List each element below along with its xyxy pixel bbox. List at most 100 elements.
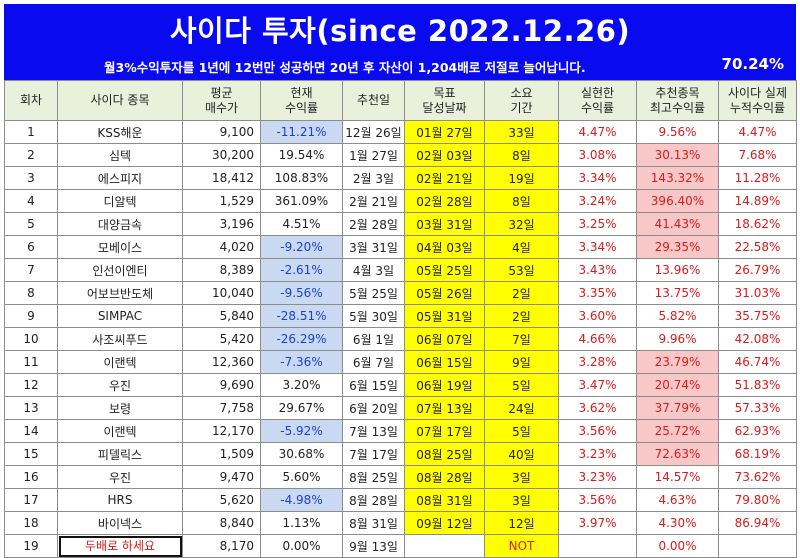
- cell-period[interactable]: 3일: [484, 488, 559, 512]
- cell-current-return[interactable]: 29.67%: [260, 396, 343, 420]
- cell-target-date[interactable]: 03월 31일: [404, 212, 485, 236]
- cell-round[interactable]: 8: [4, 281, 58, 305]
- cell-cumulative-return[interactable]: 68.19%: [718, 442, 797, 466]
- cell-stock-name[interactable]: 바이넥스: [57, 511, 183, 535]
- cell-period[interactable]: 2일: [484, 281, 559, 305]
- cell-stock-name[interactable]: 사조씨푸드: [57, 327, 183, 351]
- cell-round[interactable]: 15: [4, 442, 58, 466]
- column-header-rec-date[interactable]: 추천일: [342, 80, 405, 121]
- cell-target-date[interactable]: 08월 31일: [404, 488, 485, 512]
- cell-cumulative-return[interactable]: 18.62%: [718, 212, 797, 236]
- table-row[interactable]: 17 HRS 5,620 -4.98% 8월 28일 08월 31일 3일 3.56% 4.63…: [4, 488, 797, 512]
- cell-current-return[interactable]: 19.54%: [260, 143, 343, 167]
- cell-realized-return[interactable]: [558, 534, 637, 558]
- cell-round[interactable]: 12: [4, 373, 58, 397]
- cell-avg-price[interactable]: 4,020: [182, 235, 261, 259]
- cell-cumulative-return[interactable]: 31.03%: [718, 281, 797, 305]
- cell-target-date[interactable]: 04월 03일: [404, 235, 485, 259]
- cell-best-return[interactable]: 29.35%: [636, 235, 719, 259]
- cell-best-return[interactable]: 4.30%: [636, 511, 719, 535]
- table-row[interactable]: 14 이랜텍 12,170 -5.92% 7월 13일 07월 17일 5일 3.56% 25.…: [4, 419, 797, 443]
- cell-current-return[interactable]: -4.98%: [260, 488, 343, 512]
- cell-rec-date[interactable]: 9월 13일: [342, 534, 405, 558]
- cell-best-return[interactable]: 72.63%: [636, 442, 719, 466]
- cell-avg-price[interactable]: 8,170: [182, 534, 261, 558]
- cell-best-return[interactable]: 9.96%: [636, 327, 719, 351]
- cell-stock-name[interactable]: 대양금속: [57, 212, 183, 236]
- cell-best-return[interactable]: 0.00%: [636, 534, 719, 558]
- cell-avg-price[interactable]: 5,420: [182, 327, 261, 351]
- cell-target-date[interactable]: 02월 03일: [404, 143, 485, 167]
- table-row[interactable]: 8 어보브반도체 10,040 -9.56% 5월 25일 05월 26일 2일 3.35% 1…: [4, 281, 797, 305]
- cell-period[interactable]: NOT: [484, 534, 559, 558]
- cell-avg-price[interactable]: 9,470: [182, 465, 261, 489]
- cell-realized-return[interactable]: 3.34%: [558, 235, 637, 259]
- cell-cumulative-return[interactable]: 62.93%: [718, 419, 797, 443]
- cell-best-return[interactable]: 23.79%: [636, 350, 719, 374]
- cell-round[interactable]: 19: [4, 534, 58, 558]
- cell-round[interactable]: 16: [4, 465, 58, 489]
- cell-realized-return[interactable]: 3.35%: [558, 281, 637, 305]
- cell-stock-name[interactable]: HRS: [57, 488, 183, 512]
- cell-round[interactable]: 5: [4, 212, 58, 236]
- cell-period[interactable]: 33일: [484, 120, 559, 144]
- table-row[interactable]: 13 보령 7,758 29.67% 6월 20일 07월 13일 24일 3.62% 37.7…: [4, 396, 797, 420]
- cell-round[interactable]: 17: [4, 488, 58, 512]
- column-header-current-return[interactable]: 현재 수익률: [260, 80, 343, 121]
- cell-realized-return[interactable]: 3.25%: [558, 212, 637, 236]
- cell-target-date[interactable]: 07월 13일: [404, 396, 485, 420]
- cell-avg-price[interactable]: 1,529: [182, 189, 261, 213]
- cell-cumulative-return[interactable]: 51.83%: [718, 373, 797, 397]
- cell-rec-date[interactable]: 12월 26일: [342, 120, 405, 144]
- cell-rec-date[interactable]: 3월 31일: [342, 235, 405, 259]
- cell-target-date[interactable]: 06월 15일: [404, 350, 485, 374]
- cell-avg-price[interactable]: 30,200: [182, 143, 261, 167]
- cell-target-date[interactable]: 01월 27일: [404, 120, 485, 144]
- cell-current-return[interactable]: -28.51%: [260, 304, 343, 328]
- cell-stock-name[interactable]: 우진: [57, 373, 183, 397]
- cell-realized-return[interactable]: 3.56%: [558, 488, 637, 512]
- table-row[interactable]: 11 이랜텍 12,360 -7.36% 6월 7일 06월 15일 9일 3.28% 23.7…: [4, 350, 797, 374]
- cell-current-return[interactable]: -7.36%: [260, 350, 343, 374]
- cell-target-date[interactable]: 08월 25일: [404, 442, 485, 466]
- cell-avg-price[interactable]: 18,412: [182, 166, 261, 190]
- cell-stock-name[interactable]: 우진: [57, 465, 183, 489]
- cell-realized-return[interactable]: 3.34%: [558, 166, 637, 190]
- cell-current-return[interactable]: -11.21%: [260, 120, 343, 144]
- cell-rec-date[interactable]: 8월 28일: [342, 488, 405, 512]
- cell-stock-name[interactable]: 디알텍: [57, 189, 183, 213]
- cell-round[interactable]: 6: [4, 235, 58, 259]
- cell-rec-date[interactable]: 8월 31일: [342, 511, 405, 535]
- cell-current-return[interactable]: -2.61%: [260, 258, 343, 282]
- cell-period[interactable]: 53일: [484, 258, 559, 282]
- cell-period[interactable]: 4일: [484, 235, 559, 259]
- cell-target-date[interactable]: 05월 26일: [404, 281, 485, 305]
- column-header-avg-price[interactable]: 평균 매수가: [182, 80, 261, 121]
- column-header-best[interactable]: 추천종목 최고수익률: [636, 80, 719, 121]
- cell-period[interactable]: 9일: [484, 350, 559, 374]
- cell-stock-name[interactable]: 이랜텍: [57, 419, 183, 443]
- cell-cumulative-return[interactable]: [718, 534, 797, 558]
- cell-cumulative-return[interactable]: 73.62%: [718, 465, 797, 489]
- table-row[interactable]: 19 두배로 하세요 8,170 0.00% 9월 13일 NOT 0.00%: [4, 534, 797, 558]
- cell-round[interactable]: 3: [4, 166, 58, 190]
- cell-realized-return[interactable]: 4.47%: [558, 120, 637, 144]
- cell-stock-name[interactable]: KSS해운: [57, 120, 183, 144]
- cell-realized-return[interactable]: 3.43%: [558, 258, 637, 282]
- cell-realized-return[interactable]: 3.62%: [558, 396, 637, 420]
- cell-avg-price[interactable]: 5,620: [182, 488, 261, 512]
- cell-rec-date[interactable]: 4월 3일: [342, 258, 405, 282]
- cell-best-return[interactable]: 30.13%: [636, 143, 719, 167]
- cell-avg-price[interactable]: 9,100: [182, 120, 261, 144]
- cell-rec-date[interactable]: 2월 28일: [342, 212, 405, 236]
- cell-current-return[interactable]: 30.68%: [260, 442, 343, 466]
- cell-current-return[interactable]: -9.20%: [260, 235, 343, 259]
- table-row[interactable]: 4 디알텍 1,529 361.09% 2월 21일 02월 28일 8일 3.24% 396.…: [4, 189, 797, 213]
- cell-current-return[interactable]: 108.83%: [260, 166, 343, 190]
- cell-stock-name[interactable]: 보령: [57, 396, 183, 420]
- cell-best-return[interactable]: 14.57%: [636, 465, 719, 489]
- cell-avg-price[interactable]: 9,690: [182, 373, 261, 397]
- cell-best-return[interactable]: 13.75%: [636, 281, 719, 305]
- cell-rec-date[interactable]: 6월 7일: [342, 350, 405, 374]
- table-row[interactable]: 15 피델릭스 1,509 30.68% 7월 17일 08월 25일 40일 3.23% 72…: [4, 442, 797, 466]
